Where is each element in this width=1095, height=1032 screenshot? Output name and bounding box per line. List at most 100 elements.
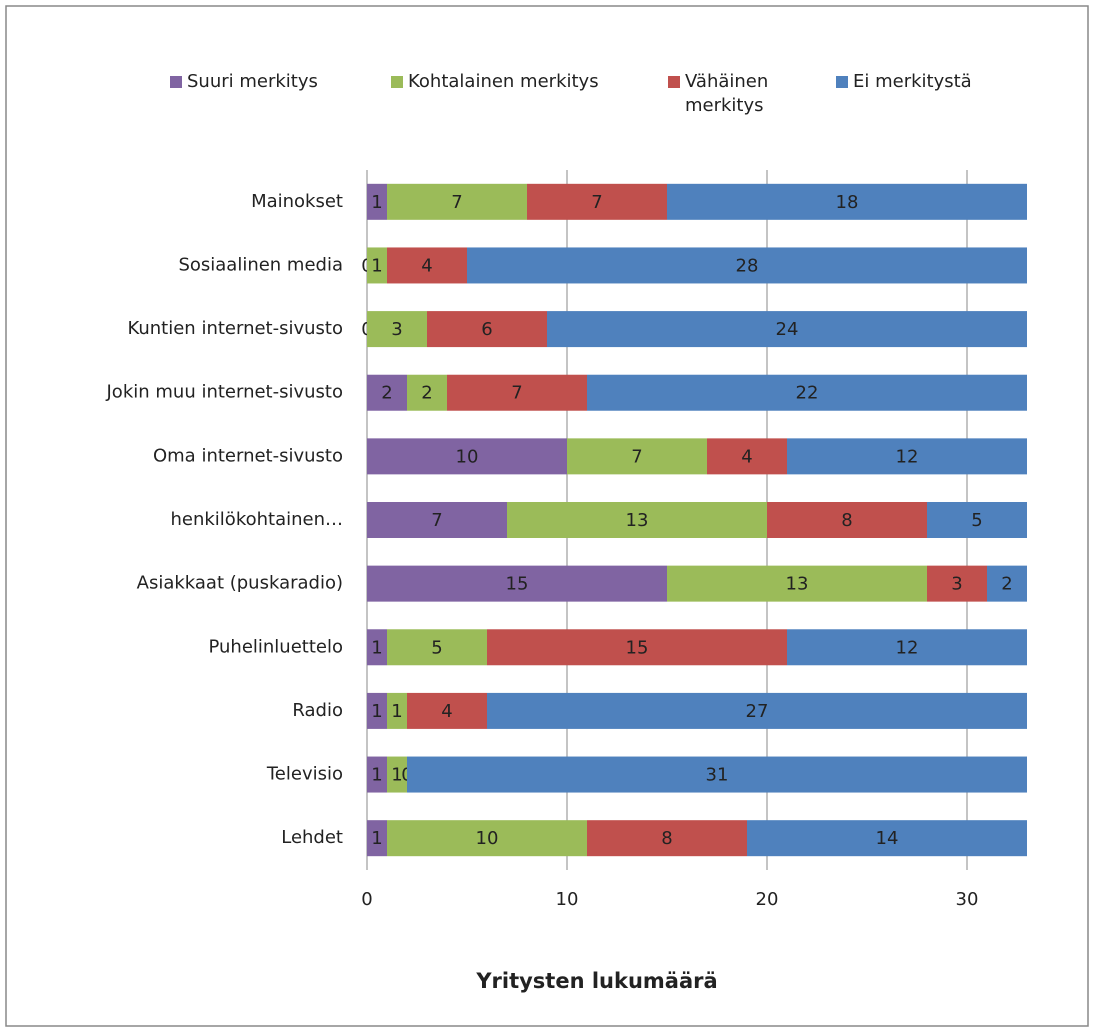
data-label: 1 xyxy=(371,828,382,849)
bar-segment xyxy=(367,311,427,348)
data-label: 18 xyxy=(836,192,859,213)
bar-segment xyxy=(587,820,747,857)
bar-segment xyxy=(387,756,407,793)
legend-swatch xyxy=(836,76,848,88)
data-label: 8 xyxy=(661,828,672,849)
bar-segment xyxy=(667,565,927,602)
data-label: 7 xyxy=(431,510,442,531)
data-label: 1 xyxy=(371,637,382,658)
bar-segment xyxy=(387,692,407,729)
data-label: 12 xyxy=(896,637,919,658)
data-label: 13 xyxy=(626,510,649,531)
data-label: 8 xyxy=(841,510,852,531)
bar-segment xyxy=(367,756,387,793)
y-tick-label: Mainokset xyxy=(251,191,343,212)
bar-segment xyxy=(367,247,387,284)
bar-segment xyxy=(407,692,487,729)
bar-segment xyxy=(927,565,987,602)
data-label: 5 xyxy=(431,637,442,658)
data-label: 7 xyxy=(591,192,602,213)
data-label: 2 xyxy=(421,383,432,404)
legend-label: Kohtalainen merkitys xyxy=(408,71,599,92)
bar-segment xyxy=(927,502,1027,538)
bar-segment xyxy=(567,438,707,475)
data-label: 6 xyxy=(481,319,492,340)
bar-segment xyxy=(367,565,667,602)
bar-segment xyxy=(367,438,567,475)
bar-segment xyxy=(507,502,767,538)
data-label: 2 xyxy=(1001,574,1012,595)
bar-segment xyxy=(407,756,1027,793)
y-tick-label: Televisio xyxy=(266,764,343,785)
legend-swatch xyxy=(391,76,403,88)
legend-swatch xyxy=(668,76,680,88)
data-label: 1 xyxy=(391,701,402,722)
data-label: 31 xyxy=(706,765,729,786)
y-tick-label: Kuntien internet-sivusto xyxy=(127,318,343,339)
bar-segment xyxy=(707,438,787,475)
data-label: 5 xyxy=(971,510,982,531)
data-label: 7 xyxy=(631,446,642,467)
y-tick-label: Radio xyxy=(292,700,343,721)
data-label: 4 xyxy=(421,255,432,276)
bar-segment xyxy=(487,692,1027,729)
x-tick-label: 30 xyxy=(956,889,979,910)
x-tick-label: 10 xyxy=(556,889,579,910)
data-label: 28 xyxy=(736,255,759,276)
data-label: 4 xyxy=(441,701,452,722)
data-label: 15 xyxy=(626,637,649,658)
legend-item: Kohtalainen merkitys xyxy=(391,70,631,94)
legend-swatch xyxy=(170,76,182,88)
data-label: 13 xyxy=(786,574,809,595)
y-tick-label: Asiakkaat (puskaradio) xyxy=(137,573,343,594)
bar-segment xyxy=(447,374,587,411)
bar-segment xyxy=(367,629,387,666)
legend-label: Suuri merkitys xyxy=(187,71,318,92)
data-label: 3 xyxy=(951,574,962,595)
bar-segment xyxy=(367,374,407,411)
y-tick-label: Puhelinluettelo xyxy=(208,636,343,657)
data-label: 10 xyxy=(456,446,479,467)
bar-segment xyxy=(547,311,1027,348)
bar-segment xyxy=(387,247,467,284)
data-label: 7 xyxy=(511,383,522,404)
legend-item: Ei merkitystä xyxy=(836,70,1036,94)
legend-label: Vähäinen merkitys xyxy=(685,71,769,116)
data-label: 27 xyxy=(746,701,769,722)
bar-segment xyxy=(387,183,527,220)
bar-segment xyxy=(487,629,787,666)
data-label: 10 xyxy=(476,828,499,849)
bar-segment xyxy=(787,438,1027,475)
data-label: 1 xyxy=(371,192,382,213)
data-label: 24 xyxy=(776,319,799,340)
bar-segment xyxy=(407,374,447,411)
bar-segment xyxy=(427,311,547,348)
bar-segment xyxy=(667,183,1027,220)
x-tick-label: 0 xyxy=(361,889,372,910)
y-tick-label: Jokin muu internet-sivusto xyxy=(106,382,344,403)
bar-segment xyxy=(387,629,487,666)
bar-segment xyxy=(367,692,387,729)
bar-segment xyxy=(587,374,1027,411)
bar-segment xyxy=(367,820,387,857)
x-axis-title: Yritysten lukumäärä xyxy=(475,969,717,993)
bar-segment xyxy=(387,820,587,857)
legend-item: Suuri merkitys xyxy=(170,70,370,94)
data-label: 3 xyxy=(391,319,402,340)
data-label: 7 xyxy=(451,192,462,213)
bar-segment xyxy=(787,629,1027,666)
y-tick-label: Sosiaalinen media xyxy=(178,254,343,275)
y-tick-label: henkilökohtainen… xyxy=(170,509,343,530)
data-label: 1 xyxy=(371,255,382,276)
data-label: 1 xyxy=(371,765,382,786)
y-tick-label: Lehdet xyxy=(281,827,343,848)
x-tick-label: 20 xyxy=(756,889,779,910)
bar-segment xyxy=(767,502,927,538)
bar-segment xyxy=(467,247,1027,284)
bar-segment xyxy=(747,820,1027,857)
data-label: 4 xyxy=(741,446,752,467)
legend-item: Vähäinen merkitys xyxy=(668,70,818,118)
legend-label: Ei merkitystä xyxy=(853,71,972,92)
